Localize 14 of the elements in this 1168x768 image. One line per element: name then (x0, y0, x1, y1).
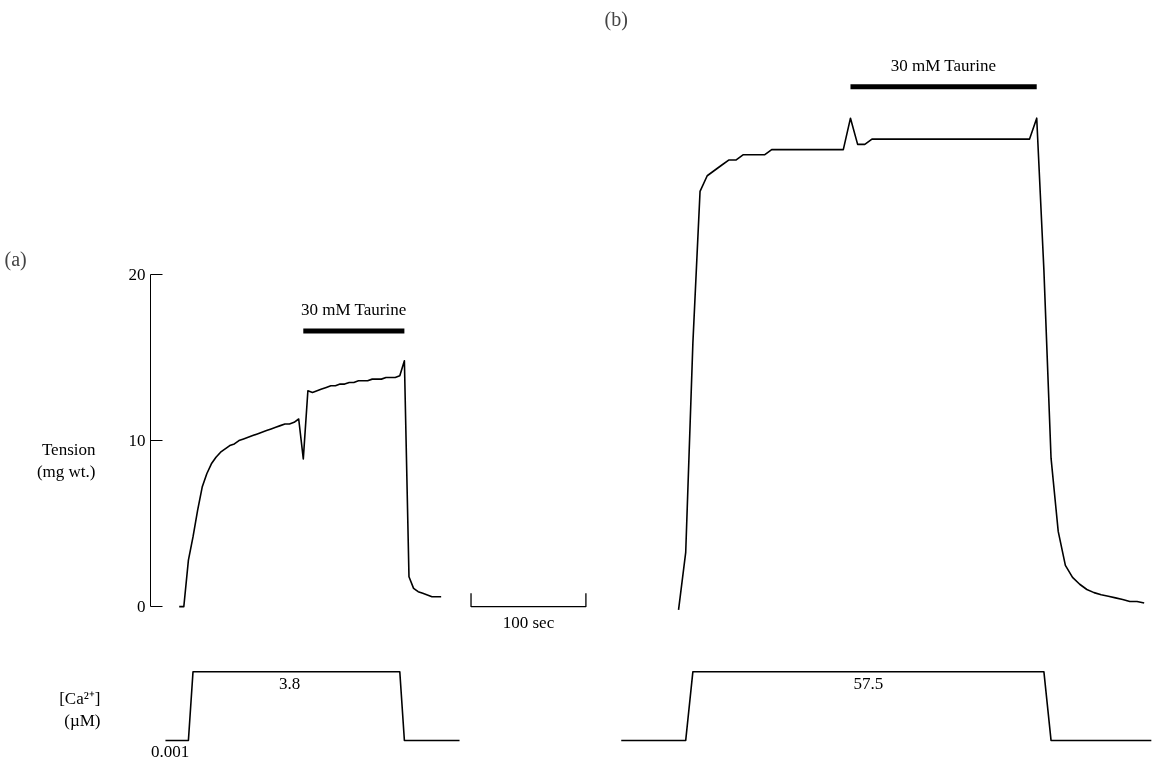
y-tick-label: 0 (137, 597, 146, 617)
text: 100 sec (502, 612, 555, 632)
chart-title: (b) (604, 7, 628, 31)
text: 30 mM Taurine (890, 55, 997, 75)
y-tick-label: 20 (128, 265, 146, 284)
y-tick-label: 10 (128, 431, 146, 451)
chart-title: (a) (4, 247, 27, 271)
data-label: 3.8 (278, 673, 301, 693)
y-axis-title: [Ca²⁺] (µM) (59, 688, 101, 731)
line-series (178, 360, 442, 608)
y-axis-title: Tension (mg wt.) (36, 439, 96, 482)
data-label: 0.001 (150, 742, 190, 762)
annotation: 57.5 (853, 673, 884, 693)
annotation: 30 mM Taurine (301, 299, 407, 319)
